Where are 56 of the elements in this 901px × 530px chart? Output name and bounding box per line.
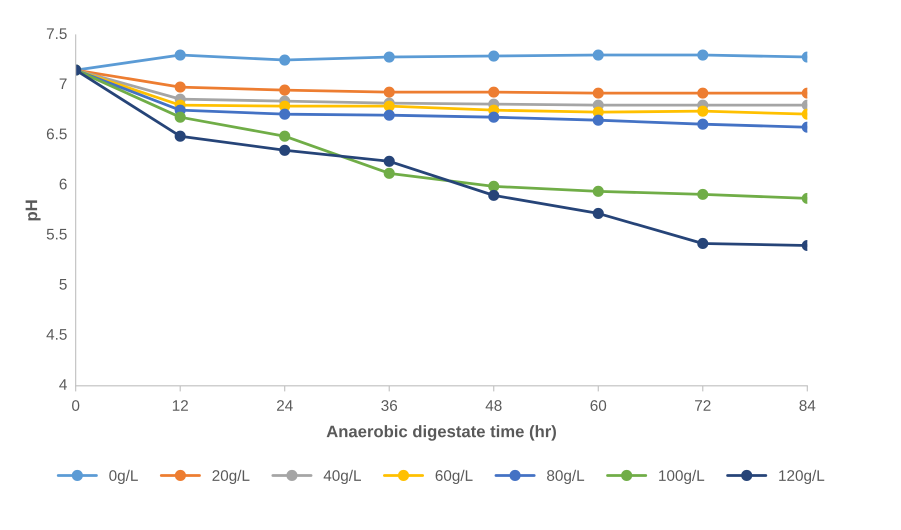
point: [488, 180, 500, 192]
point: [279, 130, 290, 142]
x-tick-label: 24: [276, 400, 293, 411]
y-tick-label: 5.5: [46, 228, 67, 240]
point: [697, 188, 708, 200]
point: [697, 49, 708, 61]
point: [384, 86, 395, 98]
legend-label: 20g/L: [212, 470, 250, 484]
point: [488, 112, 500, 123]
point: [279, 84, 290, 96]
point: [697, 238, 708, 250]
point: [384, 156, 395, 167]
point: [488, 50, 500, 62]
x-tick-label: 84: [799, 400, 816, 411]
legend-label: 40g/L: [324, 470, 362, 484]
point: [279, 54, 290, 66]
x-tick-label: 72: [695, 400, 711, 411]
y-tick-label: 4.5: [46, 329, 67, 340]
x-tick-label: 60: [590, 400, 606, 411]
legend-label: 100g/L: [659, 470, 704, 484]
legend-label: 0g/L: [109, 470, 138, 484]
y-tick-label: 5: [59, 279, 67, 290]
point: [488, 190, 500, 201]
y-tick-label: 6: [60, 178, 67, 190]
point: [384, 110, 395, 121]
point: [592, 88, 604, 99]
point: [384, 100, 395, 112]
point: [697, 106, 708, 117]
point: [174, 49, 186, 61]
point: [592, 208, 604, 219]
y-tick-label: 7: [60, 78, 67, 90]
point: [174, 130, 186, 142]
x-tick-label: 36: [381, 400, 398, 411]
point: [488, 86, 500, 98]
x-axis-title: Anaerobic digestate time (hr): [326, 425, 556, 441]
point: [384, 51, 395, 63]
y-tick-label: 6.5: [46, 128, 67, 140]
x-tick-label: 0: [72, 400, 80, 411]
point: [697, 88, 708, 99]
point: [592, 114, 604, 126]
legend-label: 60g/L: [436, 470, 473, 484]
legend-label: 80g/L: [547, 470, 584, 484]
point: [384, 168, 395, 179]
x-tick-label: 48: [486, 400, 502, 411]
point: [279, 108, 290, 120]
point: [592, 49, 604, 61]
y-tick-label: 4: [59, 379, 67, 390]
y-tick-label: 7.5: [46, 28, 67, 40]
point: [279, 144, 290, 156]
point: [174, 82, 186, 93]
y-axis-title: pH: [26, 200, 41, 220]
x-tick-label: 12: [172, 400, 188, 411]
point: [697, 118, 708, 130]
point: [174, 112, 186, 123]
point: [592, 186, 604, 197]
legend-label: 120g/L: [779, 470, 824, 484]
